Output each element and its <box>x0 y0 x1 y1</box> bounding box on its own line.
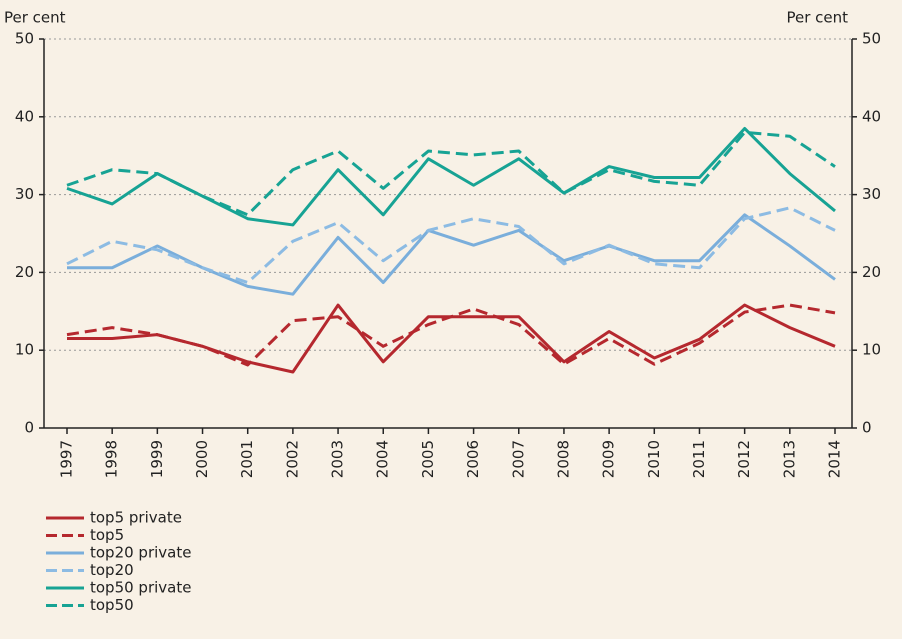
x-tick-label: 2003 <box>329 440 347 478</box>
x-tick-label: 2012 <box>735 440 753 478</box>
x-tick-label: 2004 <box>374 440 392 478</box>
legend-label: top20 private <box>90 544 191 562</box>
legend-label: top20 <box>90 561 134 579</box>
x-tick-label: 2001 <box>238 440 256 478</box>
y-tick-label: 50 <box>15 30 34 48</box>
x-tick-label: 2011 <box>690 440 708 478</box>
x-tick-label: 2009 <box>600 440 618 478</box>
y-axis-label: Per cent <box>4 9 66 27</box>
y2-tick-label: 20 <box>862 263 881 281</box>
x-tick-label: 2006 <box>464 440 482 478</box>
y2-tick-label: 50 <box>862 30 881 48</box>
legend-label: top50 <box>90 596 134 614</box>
x-tick-label: 2013 <box>780 440 798 478</box>
y2-axis-label: Per cent <box>786 9 848 27</box>
x-tick-label: 1999 <box>148 440 166 478</box>
x-tick-label: 1998 <box>103 440 121 478</box>
legend-label: top50 private <box>90 579 191 597</box>
x-tick-label: 2007 <box>509 440 527 478</box>
y-tick-label: 0 <box>24 419 34 437</box>
y-tick-label: 20 <box>15 263 34 281</box>
x-tick-label: 2008 <box>554 440 572 478</box>
x-tick-label: 1997 <box>58 440 76 478</box>
x-tick-label: 2014 <box>826 440 844 478</box>
y2-tick-label: 10 <box>862 341 881 359</box>
x-tick-label: 2000 <box>193 440 211 478</box>
y2-tick-label: 0 <box>862 419 872 437</box>
x-tick-label: 2002 <box>283 440 301 478</box>
series-line <box>66 206 836 285</box>
series-line <box>66 303 836 367</box>
y2-tick-label: 40 <box>862 107 881 125</box>
y-tick-label: 10 <box>15 341 34 359</box>
legend-label: top5 <box>90 526 124 544</box>
y-tick-label: 30 <box>15 185 34 203</box>
series-line <box>66 130 836 217</box>
y2-tick-label: 30 <box>862 185 881 203</box>
y-tick-label: 40 <box>15 107 34 125</box>
x-tick-label: 2005 <box>419 440 437 478</box>
x-tick-label: 2010 <box>645 440 663 478</box>
legend-label: top5 private <box>90 509 182 527</box>
